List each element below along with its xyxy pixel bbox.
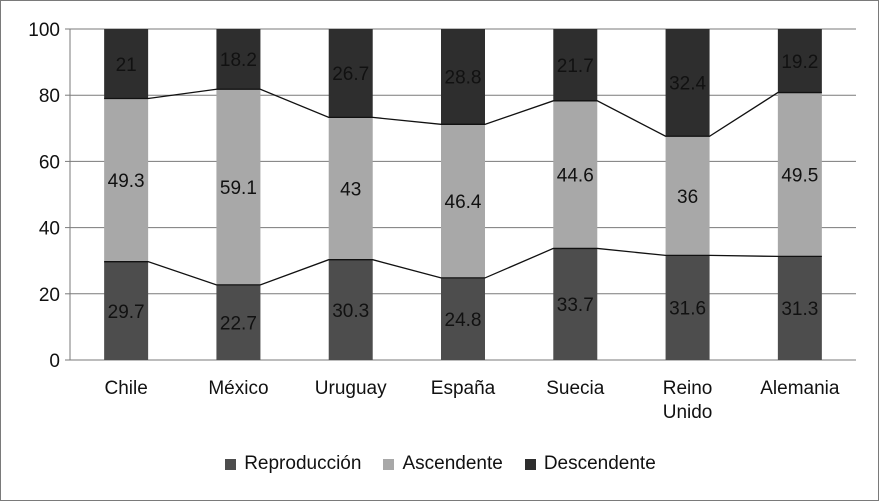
- y-tick-label-40: 40: [39, 219, 60, 240]
- bar-descendente-1: [216, 29, 261, 90]
- bar-descendente-3: [441, 29, 485, 125]
- series-line-ascendente: [104, 88, 822, 137]
- legend-item-descendente: Descendente: [524, 453, 656, 475]
- bar-reproducción-5: [665, 255, 710, 360]
- x-tick-label-0: Chile: [104, 378, 147, 399]
- legend-label-reproduccion: Reproducción: [244, 453, 362, 474]
- data-label-reproducción-2: 30.3: [332, 301, 369, 322]
- x-tick-label-2: Uruguay: [315, 378, 387, 399]
- bar-reproducción-0: [104, 261, 149, 360]
- data-label-ascendente-5: 36: [677, 187, 698, 208]
- data-label-descendente-4: 21.7: [557, 56, 594, 77]
- legend-swatch-descendente: [524, 458, 536, 470]
- x-tick-label-5-line-0: Reino: [663, 378, 713, 399]
- data-label-reproducción-3: 24.8: [445, 310, 482, 331]
- bar-reproducción-4: [553, 248, 598, 360]
- data-label-descendente-2: 26.7: [332, 64, 369, 85]
- data-label-reproducción-1: 22.7: [220, 313, 257, 334]
- bar-ascendente-4: [553, 100, 598, 249]
- series-line-reproducción: [104, 247, 822, 286]
- data-label-ascendente-1: 59.1: [220, 178, 257, 199]
- y-tick-label-80: 80: [39, 86, 60, 107]
- data-label-ascendente-0: 49.3: [108, 171, 145, 192]
- data-label-descendente-3: 28.8: [445, 68, 482, 89]
- data-label-ascendente-4: 44.6: [557, 166, 594, 187]
- x-tick-label-3: España: [431, 378, 496, 399]
- bar-ascendente-6: [777, 92, 822, 257]
- chart-legend: Reproducción Ascendente Descendente: [1, 453, 879, 475]
- bar-reproducción-6: [777, 256, 822, 360]
- data-label-descendente-0: 21: [116, 55, 137, 76]
- x-tick-label-6: Alemania: [760, 378, 840, 399]
- y-tick-label-0: 0: [49, 351, 60, 372]
- bar-descendente-5: [665, 29, 710, 137]
- data-label-ascendente-6: 49.5: [781, 165, 818, 186]
- bar-ascendente-0: [104, 98, 149, 262]
- data-label-reproducción-6: 31.3: [781, 299, 818, 320]
- bar-ascendente-5: [665, 136, 710, 256]
- bar-ascendente-3: [441, 124, 485, 278]
- x-tick-label-1: México: [208, 378, 268, 399]
- bar-reproducción-2: [328, 259, 373, 360]
- bar-reproducción-3: [441, 277, 485, 360]
- bar-ascendente-1: [216, 89, 261, 285]
- data-label-reproducción-4: 33.7: [557, 295, 594, 316]
- y-tick-label-20: 20: [39, 285, 60, 306]
- data-label-descendente-6: 19.2: [781, 52, 818, 73]
- legend-label-ascendente: Ascendente: [402, 453, 503, 474]
- legend-item-reproduccion: Reproducción: [225, 453, 361, 475]
- y-tick-label-60: 60: [39, 152, 60, 173]
- data-label-ascendente-3: 46.4: [445, 192, 482, 213]
- x-tick-label-4: Suecia: [546, 378, 605, 399]
- y-tick-label-100: 100: [28, 20, 60, 41]
- data-label-ascendente-2: 43: [340, 180, 361, 201]
- bar-ascendente-2: [328, 117, 373, 260]
- legend-swatch-ascendente: [383, 458, 395, 470]
- bar-descendente-2: [328, 29, 373, 118]
- bar-descendente-6: [777, 29, 822, 93]
- legend-label-descendente: Descendente: [543, 453, 656, 474]
- legend-swatch-reproduccion: [225, 458, 237, 470]
- bar-descendente-0: [104, 29, 149, 99]
- data-label-descendente-5: 32.4: [669, 74, 706, 95]
- data-label-descendente-1: 18.2: [220, 50, 257, 71]
- x-tick-label-5-line-1: Unido: [663, 402, 713, 423]
- data-label-reproducción-5: 31.6: [669, 299, 706, 320]
- bar-descendente-4: [553, 29, 598, 101]
- stacked-bar-chart: 0 20 40 60 80 100 29.7 49.3 21 Chile 22.7 59.1 18.2 M…: [28, 20, 856, 423]
- bar-reproducción-1: [216, 284, 261, 360]
- legend-item-ascendente: Ascendente: [383, 453, 503, 475]
- data-label-reproducción-0: 29.7: [108, 302, 145, 323]
